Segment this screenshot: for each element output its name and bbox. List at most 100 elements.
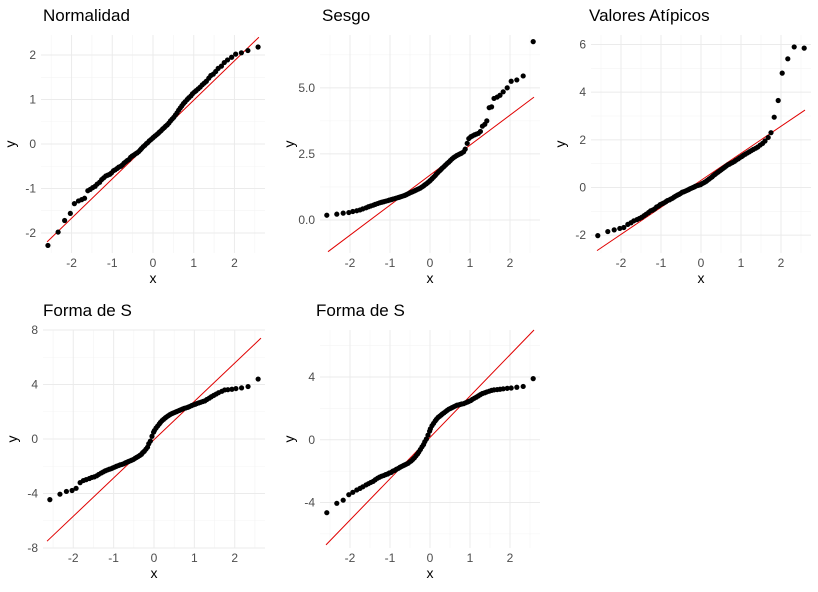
y-axis-title: y bbox=[281, 141, 297, 148]
panel-title: Sesgo bbox=[322, 6, 370, 25]
data-point bbox=[350, 489, 356, 495]
data-point bbox=[514, 384, 520, 390]
data-point bbox=[462, 146, 468, 152]
x-tick-label: -1 bbox=[385, 256, 396, 270]
data-point bbox=[500, 386, 506, 392]
y-tick-label: 8 bbox=[31, 323, 38, 337]
data-point bbox=[785, 56, 791, 62]
y-tick-label: 0 bbox=[579, 180, 586, 194]
data-point bbox=[500, 89, 506, 95]
data-point bbox=[147, 438, 153, 444]
panel-title: Forma de S bbox=[43, 301, 132, 320]
y-tick-label: 0.0 bbox=[298, 213, 315, 227]
data-point bbox=[504, 385, 510, 391]
x-tick-label: 0 bbox=[427, 551, 434, 565]
data-point bbox=[497, 92, 503, 98]
y-tick-label: 2 bbox=[29, 48, 36, 62]
data-point bbox=[425, 432, 431, 438]
panel-2: -2 -1 0 1 2 0.0 2.5 5.0 Sesgo x y bbox=[281, 6, 540, 286]
x-tick-label: -1 bbox=[385, 551, 396, 565]
y-tick-label: 0 bbox=[308, 433, 315, 447]
x-tick-label: -2 bbox=[616, 256, 627, 270]
data-point bbox=[73, 485, 79, 491]
data-point bbox=[324, 510, 330, 516]
data-point bbox=[595, 233, 601, 239]
y-tick-label: 0 bbox=[31, 432, 38, 446]
y-tick-label: 4 bbox=[308, 370, 315, 384]
reference-line bbox=[325, 329, 535, 546]
panel-title: Valores Atípicos bbox=[589, 6, 710, 25]
y-tick-label: -2 bbox=[25, 226, 36, 240]
y-tick-label: -4 bbox=[27, 487, 38, 501]
data-point bbox=[63, 488, 70, 495]
data-point bbox=[621, 224, 627, 231]
data-point bbox=[464, 140, 470, 146]
x-tick-label: 2 bbox=[507, 551, 514, 565]
panel-title: Forma de S bbox=[316, 301, 405, 320]
x-tick-label: -2 bbox=[66, 256, 77, 270]
data-point bbox=[67, 210, 73, 217]
y-tick-label: 1 bbox=[29, 93, 36, 107]
data-point bbox=[224, 57, 231, 63]
x-tick-label: -2 bbox=[345, 256, 356, 270]
x-tick-label: 2 bbox=[507, 256, 514, 270]
data-point bbox=[771, 114, 777, 120]
data-point bbox=[346, 209, 352, 216]
data-point bbox=[350, 208, 356, 215]
x-tick-label: -2 bbox=[68, 551, 79, 565]
data-point bbox=[346, 492, 352, 498]
y-tick-label: 4 bbox=[31, 378, 38, 392]
data-point bbox=[765, 134, 771, 141]
data-point bbox=[229, 386, 235, 392]
data-point bbox=[245, 47, 251, 54]
data-point bbox=[229, 54, 235, 60]
x-tick-label: 2 bbox=[231, 256, 238, 270]
panel-title: Normalidad bbox=[43, 6, 130, 25]
data-point bbox=[47, 497, 53, 503]
data-point bbox=[340, 497, 346, 503]
x-tick-label: 1 bbox=[738, 256, 745, 270]
data-point bbox=[55, 229, 61, 235]
y-tick-label: -8 bbox=[27, 541, 38, 555]
data-point bbox=[520, 383, 526, 390]
data-point bbox=[530, 376, 536, 382]
data-point bbox=[324, 212, 330, 218]
reference-line bbox=[327, 96, 535, 253]
data-point bbox=[791, 44, 797, 50]
data-point bbox=[334, 500, 340, 506]
x-tick-label: -1 bbox=[656, 256, 667, 270]
data-point bbox=[530, 39, 536, 45]
data-point bbox=[45, 242, 51, 249]
x-tick-label: 2 bbox=[778, 256, 785, 270]
x-tick-label: 2 bbox=[231, 551, 238, 565]
data-point bbox=[233, 51, 239, 57]
x-tick-label: 0 bbox=[427, 256, 434, 270]
x-tick-label: -1 bbox=[107, 256, 118, 270]
y-axis-title: y bbox=[4, 436, 20, 443]
x-axis-title: x bbox=[151, 565, 158, 581]
y-tick-label: 2.5 bbox=[298, 147, 315, 161]
data-point bbox=[62, 217, 68, 224]
data-point bbox=[768, 130, 774, 136]
data-point bbox=[801, 45, 807, 51]
data-point bbox=[762, 138, 768, 144]
data-point bbox=[423, 436, 429, 442]
data-point bbox=[779, 70, 785, 76]
x-tick-label: 0 bbox=[151, 551, 158, 565]
data-point bbox=[489, 104, 495, 110]
data-point bbox=[69, 487, 75, 494]
data-point bbox=[775, 97, 781, 104]
panel-5: -2 -1 0 1 2 -4 0 4 Forma de S x y bbox=[281, 301, 540, 581]
data-point bbox=[520, 73, 526, 79]
x-tick-label: 0 bbox=[150, 256, 157, 270]
data-point bbox=[233, 385, 239, 392]
data-point bbox=[611, 227, 617, 233]
x-tick-label: 1 bbox=[190, 256, 197, 270]
data-point bbox=[340, 210, 346, 216]
x-tick-label: 1 bbox=[191, 551, 198, 565]
data-point bbox=[238, 50, 244, 56]
x-tick-label: -1 bbox=[108, 551, 119, 565]
reference-line bbox=[46, 337, 262, 542]
x-axis-title: x bbox=[427, 565, 434, 581]
